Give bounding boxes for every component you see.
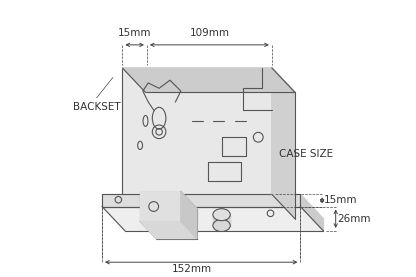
Ellipse shape bbox=[213, 220, 230, 232]
Text: 109mm: 109mm bbox=[189, 28, 229, 38]
Ellipse shape bbox=[213, 209, 230, 221]
Polygon shape bbox=[272, 68, 295, 219]
Text: 152mm: 152mm bbox=[172, 264, 212, 274]
Text: 15mm: 15mm bbox=[118, 28, 151, 38]
Polygon shape bbox=[140, 192, 181, 221]
Polygon shape bbox=[122, 68, 295, 93]
Text: 26mm: 26mm bbox=[337, 214, 371, 224]
Text: 15mm: 15mm bbox=[324, 195, 357, 206]
Polygon shape bbox=[102, 194, 300, 207]
Polygon shape bbox=[122, 68, 272, 194]
Polygon shape bbox=[213, 215, 230, 225]
Polygon shape bbox=[181, 192, 197, 238]
Text: CASE SIZE: CASE SIZE bbox=[279, 148, 333, 158]
Polygon shape bbox=[300, 194, 324, 231]
Polygon shape bbox=[140, 221, 197, 238]
Polygon shape bbox=[102, 207, 324, 231]
Text: BACKSET: BACKSET bbox=[73, 102, 120, 112]
